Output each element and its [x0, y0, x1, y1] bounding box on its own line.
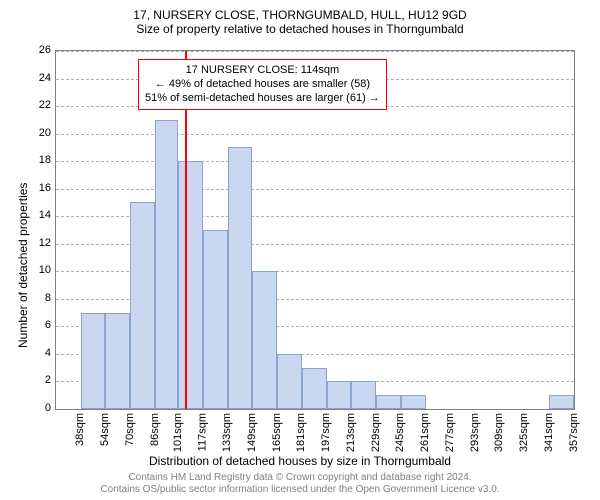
histogram-bar — [203, 230, 228, 409]
x-tick: 197sqm — [320, 413, 332, 452]
x-tick: 101sqm — [172, 413, 184, 452]
histogram-plot-area: 17 NURSERY CLOSE: 114sqm ← 49% of detach… — [55, 50, 575, 410]
x-tick: 309sqm — [493, 413, 505, 452]
x-tick: 181sqm — [296, 413, 308, 452]
y-tick: 14 — [39, 209, 51, 221]
y-tick: 20 — [39, 127, 51, 139]
marker-callout: 17 NURSERY CLOSE: 114sqm ← 49% of detach… — [138, 59, 387, 110]
x-tick: 229sqm — [370, 413, 382, 452]
y-tick: 12 — [39, 237, 51, 249]
histogram-bar — [277, 354, 302, 409]
y-tick: 22 — [39, 99, 51, 111]
histogram-bar — [401, 395, 426, 409]
x-tick: 261sqm — [419, 413, 431, 452]
histogram-bar — [252, 271, 277, 409]
y-tick: 16 — [39, 182, 51, 194]
histogram-bar — [327, 381, 352, 409]
x-tick: 165sqm — [271, 413, 283, 452]
footer-line-1: Contains HM Land Registry data © Crown c… — [0, 472, 600, 484]
x-tick: 245sqm — [394, 413, 406, 452]
y-tick: 10 — [39, 264, 51, 276]
histogram-bar — [228, 147, 253, 409]
y-tick: 26 — [39, 44, 51, 56]
histogram-bar — [130, 202, 155, 409]
y-tick: 24 — [39, 72, 51, 84]
y-tick: 0 — [45, 402, 51, 414]
y-tick: 6 — [45, 319, 51, 331]
y-tick: 2 — [45, 374, 51, 386]
chart-titles: 17, NURSERY CLOSE, THORNGUMBALD, HULL, H… — [0, 8, 600, 37]
histogram-bar — [155, 120, 178, 409]
gridline — [56, 161, 574, 162]
gridline — [56, 134, 574, 135]
y-tick-labels: 02468101214161820222426 — [25, 50, 53, 410]
x-tick: 325sqm — [518, 413, 530, 452]
callout-line-2: ← 49% of detached houses are smaller (58… — [145, 78, 380, 92]
histogram-bar — [81, 313, 106, 409]
x-tick: 293sqm — [469, 413, 481, 452]
footer-line-2: Contains OS/public sector information li… — [0, 484, 600, 496]
histogram-bar — [178, 161, 203, 409]
x-tick-labels: 38sqm 54sqm 70sqm 86sqm 101sqm 117sqm 133sqm 14… — [55, 410, 575, 460]
x-tick: 341sqm — [543, 413, 555, 452]
callout-line-3: 51% of semi-detached houses are larger (… — [145, 92, 380, 106]
callout-line-1: 17 NURSERY CLOSE: 114sqm — [145, 64, 380, 78]
footer-attribution: Contains HM Land Registry data © Crown c… — [0, 472, 600, 496]
y-tick: 8 — [45, 292, 51, 304]
histogram-bar — [549, 395, 574, 409]
x-tick: 133sqm — [221, 413, 233, 452]
gridline — [56, 51, 574, 52]
x-tick: 70sqm — [124, 413, 136, 446]
x-axis-label: Distribution of detached houses by size … — [0, 454, 600, 468]
x-tick: 149sqm — [246, 413, 258, 452]
y-tick: 18 — [39, 154, 51, 166]
y-tick: 4 — [45, 347, 51, 359]
x-tick: 117sqm — [197, 413, 209, 451]
title-line-1: 17, NURSERY CLOSE, THORNGUMBALD, HULL, H… — [0, 8, 600, 22]
histogram-bar — [302, 368, 327, 409]
x-tick: 357sqm — [568, 413, 580, 452]
histogram-bar — [105, 313, 130, 409]
x-tick: 38sqm — [74, 413, 86, 446]
y-axis-label-container: Number of detached properties — [2, 0, 22, 500]
histogram-bar — [351, 381, 376, 409]
x-tick: 213sqm — [345, 413, 357, 452]
title-line-2: Size of property relative to detached ho… — [0, 22, 600, 36]
x-tick: 277sqm — [444, 413, 456, 452]
x-tick: 54sqm — [99, 413, 111, 446]
gridline — [56, 189, 574, 190]
histogram-bar — [376, 395, 401, 409]
x-tick: 86sqm — [149, 413, 161, 446]
